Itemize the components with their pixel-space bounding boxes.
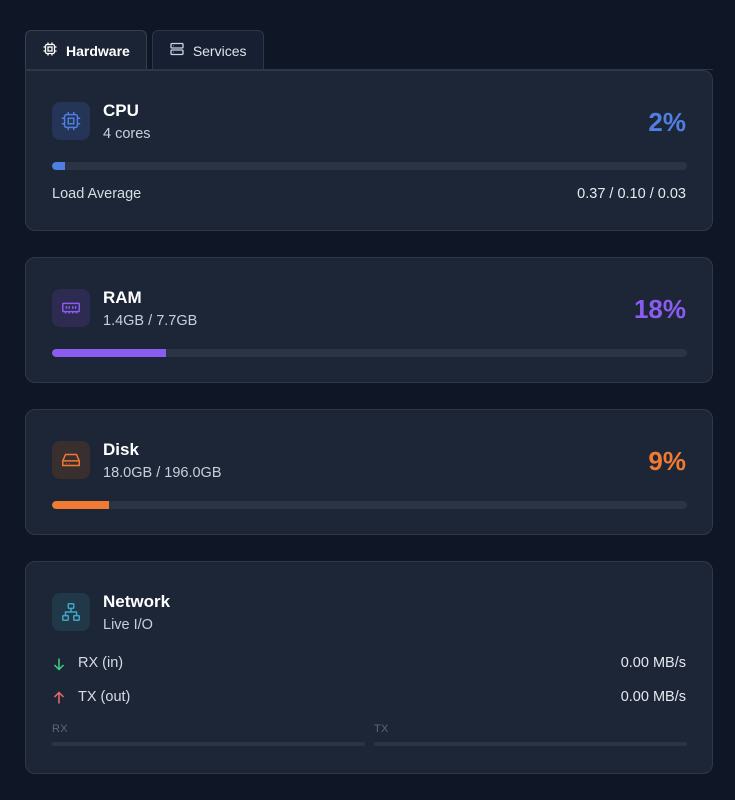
cpu-chip-icon (42, 41, 58, 60)
tab-bar: Hardware Services (25, 30, 264, 70)
hard-drive-icon (52, 441, 90, 479)
arrow-up-icon (52, 691, 66, 705)
rx-sparkline (52, 742, 365, 746)
rx-value: 0.00 MB/s (620, 655, 686, 671)
ram-usage-bar (52, 349, 687, 357)
tab-services-label: Services (192, 42, 247, 59)
disk-percent: 9% (648, 446, 686, 476)
tab-hardware-label: Hardware (66, 42, 130, 59)
load-average-label: Load Average (52, 186, 142, 202)
disk-title: Disk (103, 440, 139, 459)
arrow-down-icon (52, 657, 66, 671)
disk-usage-bar (52, 501, 687, 509)
cpu-usage-fill (52, 162, 65, 170)
load-average-value: 0.37 / 0.10 / 0.03 (577, 186, 686, 202)
disk-subtitle: 18.0GB / 196.0GB (103, 465, 222, 481)
rx-label: RX (in) (78, 655, 124, 671)
tx-label: TX (out) (78, 689, 131, 705)
rx-sparkline-label: RX (52, 723, 68, 735)
network-title: Network (103, 592, 171, 611)
disk-card: Disk 18.0GB / 196.0GB 9% (25, 409, 713, 535)
ram-subtitle: 1.4GB / 7.7GB (103, 313, 198, 329)
cpu-title: CPU (103, 101, 139, 120)
tab-services[interactable]: Services (151, 30, 264, 70)
cpu-subtitle: 4 cores (103, 126, 151, 142)
cpu-icon (52, 102, 90, 140)
cpu-percent: 2% (648, 107, 686, 137)
cpu-card: CPU 4 cores 2% Load Average 0.37 / 0.10 … (25, 70, 713, 231)
tab-divider (25, 69, 713, 70)
cpu-usage-bar (52, 162, 687, 170)
tx-value: 0.00 MB/s (620, 689, 686, 705)
memory-icon (52, 289, 90, 327)
tx-sparkline (374, 742, 687, 746)
server-stack-icon (169, 41, 185, 60)
network-subtitle: Live I/O (103, 617, 153, 633)
tx-sparkline-label: TX (374, 723, 389, 735)
tab-hardware[interactable]: Hardware (25, 30, 147, 70)
network-icon (52, 593, 90, 631)
ram-title: RAM (103, 288, 142, 307)
ram-percent: 18% (633, 294, 686, 324)
disk-usage-fill (52, 501, 110, 509)
ram-card: RAM 1.4GB / 7.7GB 18% (25, 257, 713, 383)
ram-usage-fill (52, 349, 167, 357)
network-card: Network Live I/O RX (in) 0.00 MB/s TX (o… (25, 561, 713, 774)
